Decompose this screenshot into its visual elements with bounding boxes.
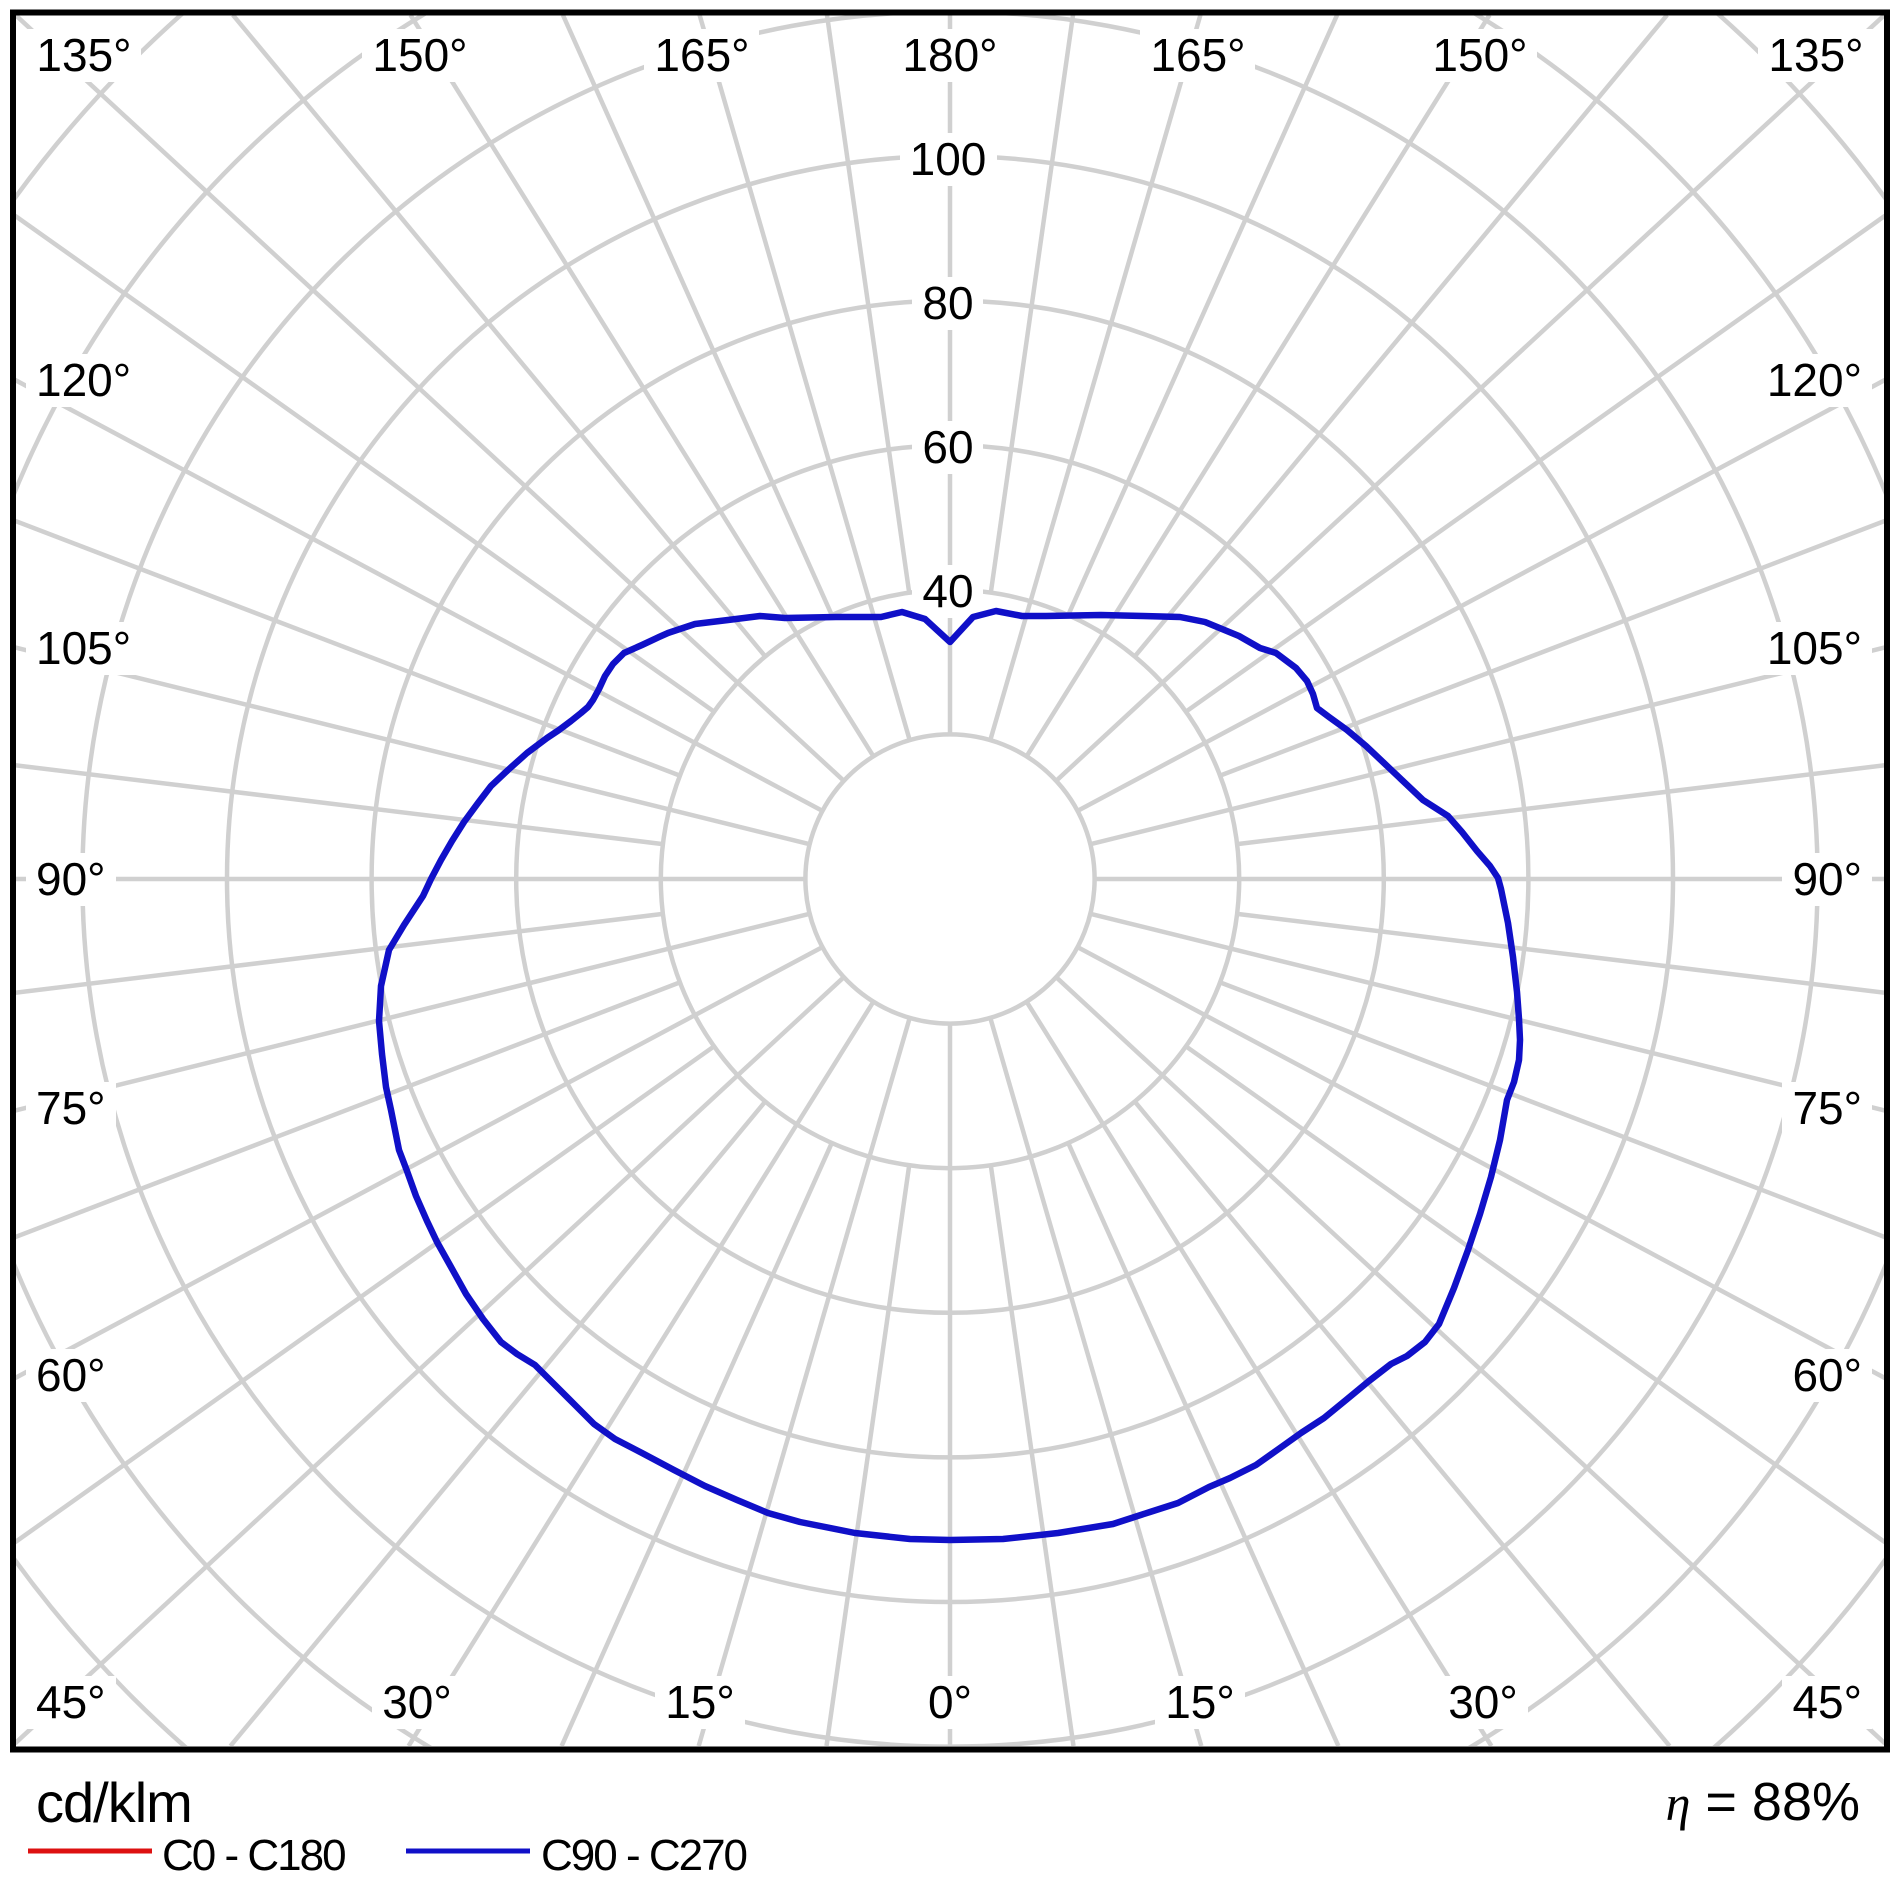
svg-text:30°: 30°: [1448, 1676, 1518, 1728]
svg-text:135°: 135°: [36, 29, 131, 81]
svg-text:180°: 180°: [902, 29, 997, 81]
svg-text:75°: 75°: [36, 1082, 106, 1134]
svg-text:cd/klm: cd/klm: [36, 1771, 192, 1834]
svg-text:150°: 150°: [1432, 29, 1527, 81]
svg-text:90°: 90°: [36, 853, 106, 905]
svg-text:105°: 105°: [36, 622, 131, 674]
svg-text:120°: 120°: [36, 354, 131, 406]
svg-text:C0 - C180: C0 - C180: [162, 1831, 345, 1880]
svg-text:45°: 45°: [1792, 1676, 1862, 1728]
svg-text:60°: 60°: [1792, 1349, 1862, 1401]
svg-text:150°: 150°: [372, 29, 467, 81]
svg-text:60: 60: [922, 421, 973, 473]
svg-text:η = 88%: η = 88%: [1666, 1772, 1860, 1832]
svg-text:90°: 90°: [1792, 853, 1862, 905]
svg-text:15°: 15°: [1165, 1676, 1235, 1728]
svg-text:C90 - C270: C90 - C270: [541, 1831, 747, 1880]
svg-text:40: 40: [922, 565, 973, 617]
svg-text:45°: 45°: [36, 1676, 106, 1728]
svg-text:80: 80: [922, 277, 973, 329]
svg-text:30°: 30°: [382, 1676, 452, 1728]
svg-text:100: 100: [910, 133, 987, 185]
svg-text:0°: 0°: [928, 1676, 972, 1728]
svg-text:105°: 105°: [1767, 622, 1862, 674]
svg-text:75°: 75°: [1792, 1082, 1862, 1134]
svg-text:165°: 165°: [1150, 29, 1245, 81]
svg-text:60°: 60°: [36, 1349, 106, 1401]
svg-text:15°: 15°: [665, 1676, 735, 1728]
svg-text:120°: 120°: [1767, 354, 1862, 406]
svg-text:165°: 165°: [654, 29, 749, 81]
svg-text:135°: 135°: [1768, 29, 1863, 81]
